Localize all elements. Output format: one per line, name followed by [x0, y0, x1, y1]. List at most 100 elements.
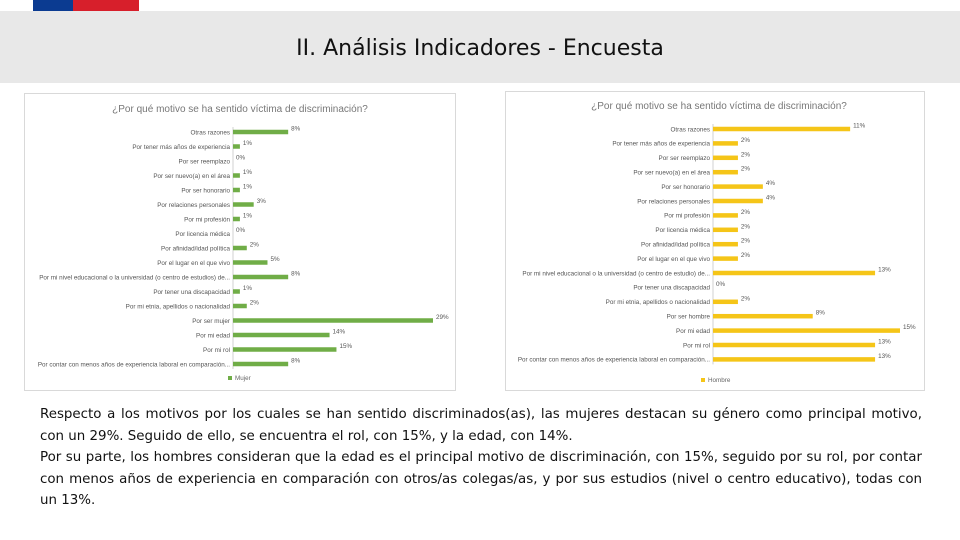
legend-label: Hombre	[708, 377, 731, 384]
category-label: Por ser honorario	[661, 184, 710, 191]
data-label: 2%	[250, 242, 260, 249]
category-label: Por mi rol	[683, 342, 710, 349]
data-label: 2%	[741, 209, 751, 216]
category-label: Por mi nivel educacional o la universida…	[39, 274, 230, 281]
category-label: Por licencia médica	[175, 231, 230, 238]
legend-swatch	[228, 376, 232, 380]
bar	[233, 173, 240, 178]
category-label: Otras razones	[670, 126, 710, 133]
data-label: 2%	[741, 252, 751, 259]
data-label: 8%	[291, 126, 301, 133]
bar	[713, 198, 763, 204]
bar	[233, 245, 247, 251]
bar	[713, 169, 738, 175]
data-label: 15%	[903, 324, 916, 331]
bar	[713, 357, 876, 362]
chile-flag-strip	[33, 0, 139, 11]
data-label: 2%	[741, 151, 751, 158]
data-label: 1%	[243, 213, 253, 220]
category-label: Por ser reemplazo	[659, 155, 711, 162]
category-label: Por mi edad	[676, 328, 710, 335]
category-label: Por mi profesión	[184, 216, 230, 223]
legend-label: Mujer	[235, 375, 251, 382]
data-label: 2%	[741, 166, 751, 173]
data-label: 0%	[236, 227, 246, 234]
bar	[713, 184, 763, 189]
category-label: Por ser honorario	[181, 187, 230, 194]
bar	[233, 129, 289, 135]
chart-title: ¿Por qué motivo se ha sentido víctima de…	[591, 101, 847, 112]
bar	[233, 216, 240, 222]
legend-swatch	[701, 378, 705, 382]
category-label: Por tener una discapacidad	[153, 289, 230, 296]
summary-paragraph-women: Respecto a los motivos por los cuales se…	[40, 407, 922, 444]
bar	[233, 347, 337, 352]
data-label: 8%	[291, 358, 301, 365]
data-label: 2%	[741, 295, 751, 302]
category-label: Por tener más años de experiencia	[132, 144, 230, 151]
category-label: Por ser hombre	[667, 314, 711, 321]
data-label: 8%	[291, 271, 301, 278]
bar	[233, 144, 240, 149]
bar	[713, 241, 738, 247]
summary-paragraph-men: Por su parte, los hombres consideran que…	[40, 450, 922, 508]
chart-title: ¿Por qué motivo se ha sentido víctima de…	[112, 104, 368, 115]
flag-blue-block	[33, 0, 73, 11]
bar	[233, 274, 289, 280]
category-label: Por mi etnia, apellidos o nacionalidad	[606, 299, 711, 306]
category-label: Otras razones	[190, 129, 230, 136]
data-label: 0%	[236, 155, 246, 162]
bar	[713, 342, 876, 348]
category-label: Por relaciones personales	[157, 202, 230, 209]
data-label: 3%	[257, 198, 267, 205]
bar	[713, 213, 738, 218]
category-label: Por mi etnia, apellidos o nacionalidad	[126, 303, 231, 310]
bar	[713, 299, 738, 305]
category-label: Por tener una discapacidad	[633, 285, 710, 292]
data-label: 0%	[716, 281, 726, 288]
data-label: 2%	[741, 238, 751, 245]
bar	[233, 202, 254, 207]
data-label: 1%	[243, 184, 253, 191]
category-label: Por afinidad/idad política	[641, 242, 710, 249]
category-label: Por mi rol	[203, 347, 230, 354]
bar	[713, 227, 738, 233]
category-label: Por licencia médica	[655, 227, 710, 234]
data-label: 13%	[878, 339, 891, 346]
chart-women: ¿Por qué motivo se ha sentido víctima de…	[24, 93, 456, 391]
bar	[233, 332, 330, 338]
bar	[233, 187, 240, 193]
category-label: Por ser reemplazo	[179, 158, 231, 165]
category-label: Por mi edad	[196, 332, 230, 339]
title-band	[0, 11, 960, 83]
data-label: 2%	[741, 137, 751, 144]
summary-text: Respecto a los motivos por los cuales se…	[40, 404, 922, 512]
bar	[713, 256, 738, 261]
category-label: Por mi nivel educacional o la universida…	[522, 270, 710, 277]
bar	[233, 289, 240, 294]
data-label: 29%	[436, 314, 449, 321]
bar	[713, 270, 876, 276]
data-label: 8%	[816, 310, 826, 317]
bar	[233, 303, 247, 309]
data-label: 2%	[741, 223, 751, 230]
bar	[713, 126, 851, 132]
category-label: Por contar con menos años de experiencia…	[38, 361, 230, 368]
bar	[233, 361, 289, 367]
data-label: 13%	[878, 267, 891, 274]
data-label: 1%	[243, 285, 253, 292]
data-label: 1%	[243, 169, 253, 176]
category-label: Por ser mujer	[192, 318, 230, 325]
bar	[233, 260, 268, 265]
bar	[713, 328, 900, 333]
data-label: 4%	[766, 195, 776, 202]
category-label: Por ser nuevo(a) en el área	[633, 170, 710, 177]
category-label: Por relaciones personales	[637, 198, 710, 205]
data-label: 11%	[853, 123, 866, 130]
data-label: 4%	[766, 180, 776, 187]
chart-men: ¿Por qué motivo se ha sentido víctima de…	[505, 91, 925, 391]
data-label: 1%	[243, 140, 253, 147]
category-label: Por mi profesión	[664, 213, 710, 220]
chart-women-svg: ¿Por qué motivo se ha sentido víctima de…	[38, 104, 449, 382]
data-label: 13%	[878, 353, 891, 360]
